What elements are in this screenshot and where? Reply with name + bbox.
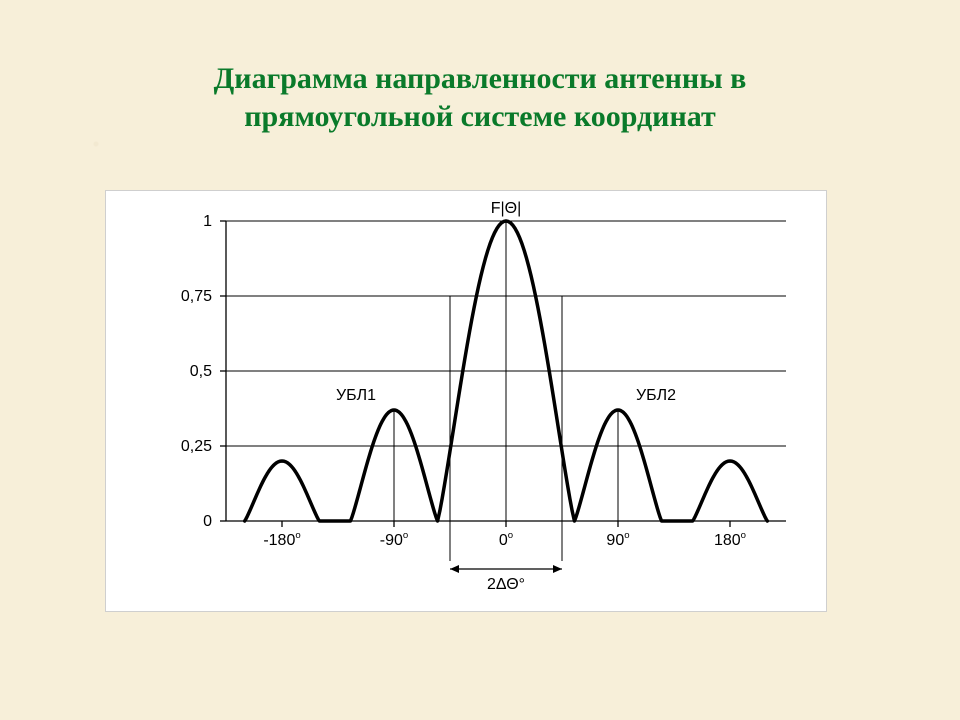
svg-text:0,75: 0,75 [181, 288, 212, 305]
svg-text:F|Θ|: F|Θ| [491, 200, 522, 217]
svg-text:90o: 90o [606, 530, 629, 549]
svg-text:0,5: 0,5 [190, 363, 212, 380]
svg-text:УБЛ1: УБЛ1 [336, 387, 376, 404]
title-line-2: прямоугольной системе координат [244, 100, 715, 133]
radiation-pattern-chart: 0 0,25 0,5 0,75 1 -180o -90o 0o 90o 180o F|Θ| 2ΔΘ° У… [105, 190, 827, 612]
svg-text:0,25: 0,25 [181, 438, 212, 455]
svg-text:0: 0 [203, 513, 212, 530]
title-line-1: Диаграмма направленности антенны в [214, 62, 747, 95]
svg-text:УБЛ2: УБЛ2 [636, 387, 676, 404]
svg-text:2ΔΘ°: 2ΔΘ° [487, 576, 525, 593]
svg-text:180o: 180o [714, 530, 746, 549]
svg-text:-180o: -180o [263, 530, 300, 549]
svg-text:-90o: -90o [380, 530, 408, 549]
svg-text:1: 1 [203, 213, 212, 230]
page-title: Диаграмма направленности антенны в прямо… [0, 60, 960, 135]
svg-text:0o: 0o [499, 530, 513, 549]
